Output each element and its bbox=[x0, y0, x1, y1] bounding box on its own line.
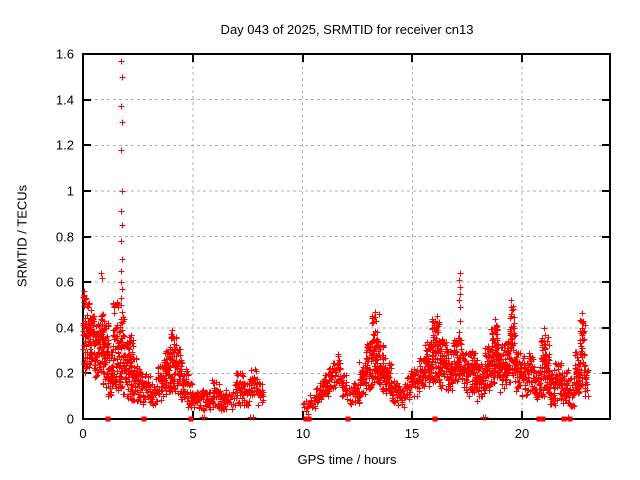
x-tick-label: 20 bbox=[515, 426, 529, 441]
zero-marker-square bbox=[536, 416, 542, 422]
zero-marker-square bbox=[540, 416, 546, 422]
y-tick-label: 1 bbox=[67, 184, 74, 199]
y-tick-label: 0.8 bbox=[56, 230, 74, 245]
zero-marker-square bbox=[141, 416, 147, 422]
zero-marker-square bbox=[432, 416, 438, 422]
y-tick-label: 0.6 bbox=[56, 275, 74, 290]
y-tick-label: 1.2 bbox=[56, 138, 74, 153]
y-tick-label: 0.4 bbox=[56, 321, 74, 336]
y-tick-label: 1.6 bbox=[56, 47, 74, 62]
zero-marker-square bbox=[567, 416, 573, 422]
zero-marker-square bbox=[306, 416, 312, 422]
x-tick-label: 0 bbox=[79, 426, 86, 441]
x-tick-label: 10 bbox=[296, 426, 310, 441]
x-tick-label: 5 bbox=[189, 426, 196, 441]
zero-marker-square bbox=[105, 416, 111, 422]
zero-marker-square bbox=[345, 416, 351, 422]
x-axis-label: GPS time / hours bbox=[297, 452, 397, 467]
y-tick-label: 0 bbox=[67, 412, 74, 427]
y-tick-label: 1.4 bbox=[56, 93, 74, 108]
zero-marker-square bbox=[303, 416, 309, 422]
scatter-points bbox=[80, 58, 592, 421]
x-tick-label: 15 bbox=[405, 426, 419, 441]
zero-marker-square bbox=[561, 416, 567, 422]
chart-title: Day 043 of 2025, SRMTID for receiver cn1… bbox=[220, 22, 474, 37]
y-tick-label: 0.2 bbox=[56, 366, 74, 381]
y-axis-label: SRMTID / TECUs bbox=[14, 184, 30, 288]
zero-marker-square bbox=[188, 416, 194, 422]
